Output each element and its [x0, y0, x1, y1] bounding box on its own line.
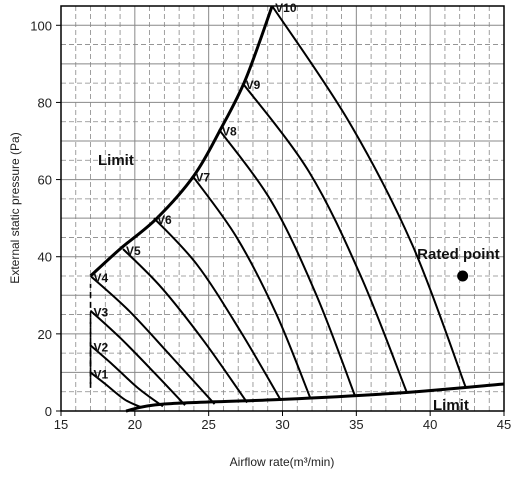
- curve-v10: [271, 5, 467, 388]
- rated-point-label: Rated point: [417, 246, 500, 263]
- curve-v7: [191, 175, 312, 400]
- curve-label-v4: V4: [94, 271, 109, 285]
- curve-label-v6: V6: [157, 213, 172, 227]
- curve-label-v5: V5: [126, 244, 141, 258]
- axis-ticks: 15 20 25 30 35 40 45 0 20 40 60 80 100: [30, 18, 511, 432]
- rated-point-marker: [457, 270, 469, 282]
- curve-label-v2: V2: [94, 340, 109, 354]
- x-tick-label: 15: [54, 417, 68, 432]
- y-tick-label: 0: [45, 404, 52, 419]
- limit-label-lower: Limit: [433, 397, 469, 414]
- curve-v4: [89, 275, 216, 405]
- y-axis-title: External static pressure (Pa): [8, 132, 22, 283]
- curve-label-v9: V9: [246, 78, 261, 92]
- y-tick-label: 20: [38, 327, 52, 342]
- curve-label-v1: V1: [94, 367, 109, 381]
- x-tick-label: 30: [275, 417, 289, 432]
- series-curves: [89, 5, 467, 409]
- curve-label-v7: V7: [195, 171, 210, 185]
- curve-label-v10: V10: [275, 1, 297, 15]
- y-tick-label: 100: [30, 18, 52, 33]
- limit-curve-upper: [89, 5, 274, 278]
- series-labels: V1 V2 V3 V4 V5 V6 V7 V8 V9 V10: [94, 1, 297, 381]
- curve-v9: [241, 82, 408, 393]
- y-tick-label: 60: [38, 173, 52, 188]
- curve-v2: [89, 344, 164, 408]
- limit-label-upper: Limit: [98, 152, 134, 169]
- x-tick-label: 25: [201, 417, 215, 432]
- curve-v1: [89, 371, 142, 409]
- curve-v3: [89, 309, 186, 406]
- x-tick-label: 45: [497, 417, 511, 432]
- limit-curve-lower: [125, 382, 505, 413]
- y-tick-label: 40: [38, 250, 52, 265]
- x-tick-label: 40: [423, 417, 437, 432]
- curve-label-v3: V3: [94, 306, 109, 320]
- curve-v5: [122, 248, 248, 404]
- x-tick-label: 35: [349, 417, 363, 432]
- x-axis-title: Airflow rate(m³/min): [230, 455, 335, 469]
- curve-v8: [218, 128, 356, 396]
- curve-v6: [153, 217, 282, 402]
- curve-label-v8: V8: [222, 124, 237, 138]
- limit-curves: [89, 5, 505, 413]
- y-tick-label: 80: [38, 95, 52, 110]
- x-tick-label: 20: [128, 417, 142, 432]
